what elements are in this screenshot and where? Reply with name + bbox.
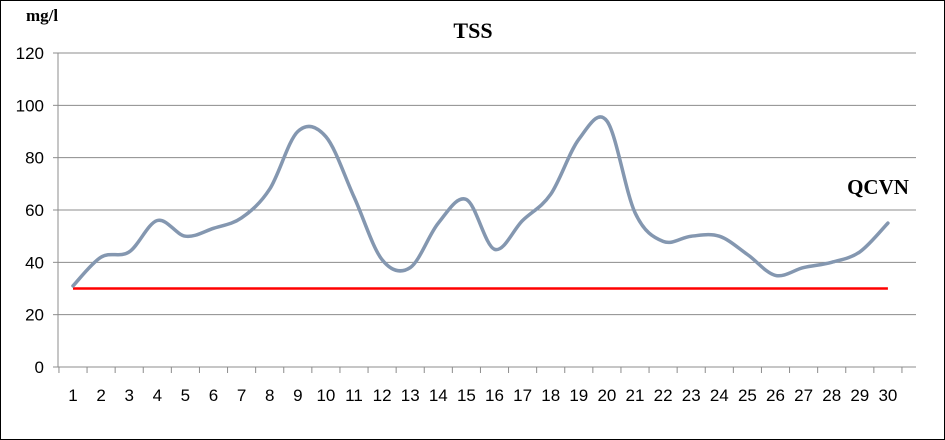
x-tick-label: 8 (265, 386, 274, 405)
axes (53, 52, 916, 373)
x-tick-label: 4 (153, 386, 162, 405)
x-tick-label: 16 (485, 386, 504, 405)
x-tick-label: 27 (794, 386, 813, 405)
gridlines (58, 52, 916, 316)
x-tick-label: 7 (237, 386, 246, 405)
x-tick-label: 23 (682, 386, 701, 405)
x-tick-label: 15 (457, 386, 476, 405)
y-axis-unit-label: mg/l (26, 6, 58, 25)
x-tick-label: 25 (738, 386, 757, 405)
x-tick-label: 1 (68, 386, 77, 405)
x-tick-label: 21 (626, 386, 645, 405)
x-tick-label: 14 (429, 386, 448, 405)
y-tick-label: 120 (16, 44, 44, 63)
x-tick-label: 30 (878, 386, 897, 405)
y-tick-label: 100 (16, 96, 44, 115)
x-tick-label: 18 (541, 386, 560, 405)
y-tick-label: 0 (35, 358, 44, 377)
x-tick-label: 20 (597, 386, 616, 405)
x-tick-label: 2 (96, 386, 105, 405)
x-tick-label: 12 (373, 386, 392, 405)
x-tick-label: 13 (401, 386, 420, 405)
x-tick-label: 29 (850, 386, 869, 405)
x-tick-label: 6 (209, 386, 218, 405)
series-label-qcvn: QCVN (847, 175, 909, 199)
series-line-tss (71, 115, 890, 288)
x-tick-labels: 1 2 3 4 5 6 7 8 9 10 11 12 13 14 15 16 17 18 19 20 21 22 23 24 2… (68, 386, 897, 405)
x-tick-label: 3 (124, 386, 133, 405)
y-tick-label: 80 (25, 149, 44, 168)
chart-title: TSS (453, 18, 492, 43)
x-tick-label: 26 (766, 386, 785, 405)
x-tick-label: 10 (316, 386, 335, 405)
x-tick-label: 22 (654, 386, 673, 405)
x-tick-label: 11 (345, 386, 363, 405)
x-tick-label: 28 (822, 386, 841, 405)
x-tick-label: 24 (710, 386, 729, 405)
y-tick-label: 20 (25, 306, 44, 325)
x-tick-label: 9 (293, 386, 302, 405)
series-lines (71, 115, 890, 290)
y-tick-labels: 0 20 40 60 80 100 120 (16, 44, 44, 377)
x-tick-label: 5 (181, 386, 190, 405)
x-tick-label: 17 (513, 386, 532, 405)
y-tick-label: 40 (25, 253, 44, 272)
y-tick-label: 60 (25, 201, 44, 220)
x-tick-label: 19 (569, 386, 588, 405)
